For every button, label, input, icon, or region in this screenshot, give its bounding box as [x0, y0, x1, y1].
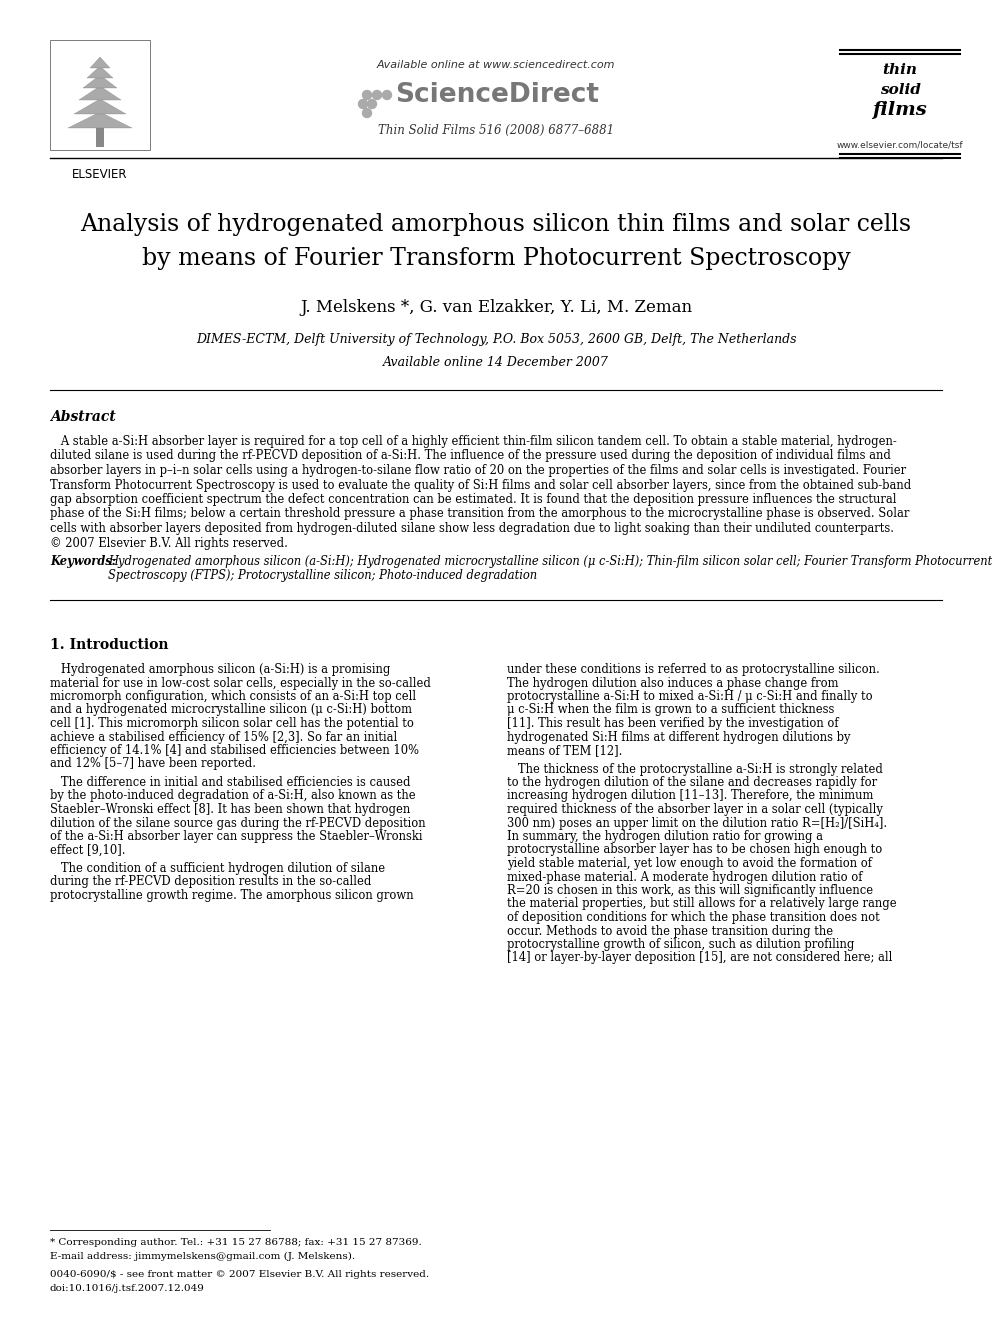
Text: Analysis of hydrogenated amorphous silicon thin films and solar cells: Analysis of hydrogenated amorphous silic… — [80, 213, 912, 237]
Text: Thin Solid Films 516 (2008) 6877–6881: Thin Solid Films 516 (2008) 6877–6881 — [378, 123, 614, 136]
Text: Hydrogenated amorphous silicon (a-Si:H); Hydrogenated microcrystalline silicon (: Hydrogenated amorphous silicon (a-Si:H);… — [108, 556, 992, 568]
Text: Transform Photocurrent Spectroscopy is used to evaluate the quality of Si:H film: Transform Photocurrent Spectroscopy is u… — [50, 479, 912, 492]
Text: gap absorption coefficient spectrum the defect concentration can be estimated. I: gap absorption coefficient spectrum the … — [50, 493, 897, 505]
Text: dilution of the silane source gas during the rf-PECVD deposition: dilution of the silane source gas during… — [50, 816, 426, 830]
Text: [14] or layer-by-layer deposition [15], are not considered here; all: [14] or layer-by-layer deposition [15], … — [507, 951, 893, 964]
Text: Available online at www.sciencedirect.com: Available online at www.sciencedirect.co… — [377, 60, 615, 70]
Bar — [96, 124, 104, 147]
Text: cells with absorber layers deposited from hydrogen-diluted silane show less degr: cells with absorber layers deposited fro… — [50, 523, 894, 534]
Text: diluted silane is used during the rf-PECVD deposition of a-Si:H. The influence o: diluted silane is used during the rf-PEC… — [50, 450, 891, 463]
Text: of deposition conditions for which the phase transition does not: of deposition conditions for which the p… — [507, 912, 880, 923]
Text: Abstract: Abstract — [50, 410, 116, 423]
Text: increasing hydrogen dilution [11–13]. Therefore, the minimum: increasing hydrogen dilution [11–13]. Th… — [507, 790, 873, 803]
Circle shape — [367, 99, 377, 108]
Text: by the photo-induced degradation of a-Si:H, also known as the: by the photo-induced degradation of a-Si… — [50, 790, 416, 803]
Circle shape — [383, 90, 392, 99]
Text: Staebler–Wronski effect [8]. It has been shown that hydrogen: Staebler–Wronski effect [8]. It has been… — [50, 803, 411, 816]
Polygon shape — [68, 112, 132, 128]
Text: and a hydrogenated microcrystalline silicon (μ c-Si:H) bottom: and a hydrogenated microcrystalline sili… — [50, 704, 412, 717]
Text: doi:10.1016/j.tsf.2007.12.049: doi:10.1016/j.tsf.2007.12.049 — [50, 1285, 205, 1293]
Text: efficiency of 14.1% [4] and stabilised efficiencies between 10%: efficiency of 14.1% [4] and stabilised e… — [50, 744, 419, 757]
Text: protocrystalline a-Si:H to mixed a-Si:H / μ c-Si:H and finally to: protocrystalline a-Si:H to mixed a-Si:H … — [507, 691, 873, 703]
Text: Spectroscopy (FTPS); Protocrystalline silicon; Photo-induced degradation: Spectroscopy (FTPS); Protocrystalline si… — [108, 569, 537, 582]
Text: of the a-Si:H absorber layer can suppress the Staebler–Wronski: of the a-Si:H absorber layer can suppres… — [50, 830, 423, 843]
Text: J. Melskens *, G. van Elzakker, Y. Li, M. Zeman: J. Melskens *, G. van Elzakker, Y. Li, M… — [300, 299, 692, 316]
Circle shape — [373, 90, 382, 99]
Polygon shape — [74, 99, 126, 114]
Text: 300 nm) poses an upper limit on the dilution ratio R=[H₂]/[SiH₄].: 300 nm) poses an upper limit on the dilu… — [507, 816, 887, 830]
Polygon shape — [83, 75, 117, 89]
Text: effect [9,10].: effect [9,10]. — [50, 844, 126, 856]
Text: protocrystalline absorber layer has to be chosen high enough to: protocrystalline absorber layer has to b… — [507, 844, 882, 856]
Text: DIMES-ECTM, Delft University of Technology, P.O. Box 5053, 2600 GB, Delft, The N: DIMES-ECTM, Delft University of Technolo… — [195, 333, 797, 347]
Text: cell [1]. This micromorph silicon solar cell has the potential to: cell [1]. This micromorph silicon solar … — [50, 717, 414, 730]
Text: protocrystalline growth of silicon, such as dilution profiling: protocrystalline growth of silicon, such… — [507, 938, 854, 951]
Text: ELSEVIER: ELSEVIER — [72, 168, 128, 181]
Text: μ c-Si:H when the film is grown to a sufficient thickness: μ c-Si:H when the film is grown to a suf… — [507, 704, 834, 717]
Text: thin: thin — [883, 64, 918, 77]
Text: and 12% [5–7] have been reported.: and 12% [5–7] have been reported. — [50, 758, 256, 770]
Text: under these conditions is referred to as protocrystalline silicon.: under these conditions is referred to as… — [507, 663, 880, 676]
Polygon shape — [79, 86, 121, 101]
Bar — [50, 40, 150, 149]
Text: Available online 14 December 2007: Available online 14 December 2007 — [383, 356, 609, 369]
Text: the material properties, but still allows for a relatively large range: the material properties, but still allow… — [507, 897, 897, 910]
Text: during the rf-PECVD deposition results in the so-called: during the rf-PECVD deposition results i… — [50, 876, 371, 889]
Text: [11]. This result has been verified by the investigation of: [11]. This result has been verified by t… — [507, 717, 838, 730]
Text: The difference in initial and stabilised efficiencies is caused: The difference in initial and stabilised… — [50, 777, 411, 789]
Text: required thickness of the absorber layer in a solar cell (typically: required thickness of the absorber layer… — [507, 803, 883, 816]
Text: E-mail address: jimmymelskens@gmail.com (J. Melskens).: E-mail address: jimmymelskens@gmail.com … — [50, 1252, 355, 1261]
Text: 1. Introduction: 1. Introduction — [50, 638, 169, 652]
Text: Keywords:: Keywords: — [50, 556, 116, 568]
Text: micromorph configuration, which consists of an a-Si:H top cell: micromorph configuration, which consists… — [50, 691, 416, 703]
Text: The hydrogen dilution also induces a phase change from: The hydrogen dilution also induces a pha… — [507, 676, 838, 689]
Text: phase of the Si:H films; below a certain threshold pressure a phase transition f: phase of the Si:H films; below a certain… — [50, 508, 910, 520]
Circle shape — [362, 90, 371, 99]
Text: ScienceDirect: ScienceDirect — [395, 82, 599, 108]
Circle shape — [362, 108, 371, 118]
Text: protocrystalline growth regime. The amorphous silicon grown: protocrystalline growth regime. The amor… — [50, 889, 414, 902]
Text: In summary, the hydrogen dilution ratio for growing a: In summary, the hydrogen dilution ratio … — [507, 830, 823, 843]
Text: occur. Methods to avoid the phase transition during the: occur. Methods to avoid the phase transi… — [507, 925, 833, 938]
Text: © 2007 Elsevier B.V. All rights reserved.: © 2007 Elsevier B.V. All rights reserved… — [50, 537, 288, 549]
Text: www.elsevier.com/locate/tsf: www.elsevier.com/locate/tsf — [836, 140, 963, 149]
Text: Hydrogenated amorphous silicon (a-Si:H) is a promising: Hydrogenated amorphous silicon (a-Si:H) … — [50, 663, 391, 676]
Text: The thickness of the protocrystalline a-Si:H is strongly related: The thickness of the protocrystalline a-… — [507, 762, 883, 775]
Text: A stable a-Si:H absorber layer is required for a top cell of a highly efficient : A stable a-Si:H absorber layer is requir… — [50, 435, 897, 448]
Text: 0040-6090/$ - see front matter © 2007 Elsevier B.V. All rights reserved.: 0040-6090/$ - see front matter © 2007 El… — [50, 1270, 430, 1279]
Circle shape — [358, 99, 367, 108]
Text: R=20 is chosen in this work, as this will significantly influence: R=20 is chosen in this work, as this wil… — [507, 884, 873, 897]
Text: to the hydrogen dilution of the silane and decreases rapidly for: to the hydrogen dilution of the silane a… — [507, 777, 877, 789]
Text: solid: solid — [880, 83, 921, 97]
Polygon shape — [87, 66, 113, 78]
Text: absorber layers in p–i–n solar cells using a hydrogen-to-silane flow ratio of 20: absorber layers in p–i–n solar cells usi… — [50, 464, 906, 478]
Text: yield stable material, yet low enough to avoid the formation of: yield stable material, yet low enough to… — [507, 857, 872, 871]
Text: means of TEM [12].: means of TEM [12]. — [507, 744, 622, 757]
Text: The condition of a sufficient hydrogen dilution of silane: The condition of a sufficient hydrogen d… — [50, 863, 385, 875]
Polygon shape — [90, 57, 110, 67]
Text: hydrogenated Si:H films at different hydrogen dilutions by: hydrogenated Si:H films at different hyd… — [507, 730, 850, 744]
Text: by means of Fourier Transform Photocurrent Spectroscopy: by means of Fourier Transform Photocurre… — [142, 246, 850, 270]
Text: material for use in low-cost solar cells, especially in the so-called: material for use in low-cost solar cells… — [50, 676, 431, 689]
Text: achieve a stabilised efficiency of 15% [2,3]. So far an initial: achieve a stabilised efficiency of 15% [… — [50, 730, 397, 744]
Text: films: films — [873, 101, 928, 119]
Text: mixed-phase material. A moderate hydrogen dilution ratio of: mixed-phase material. A moderate hydroge… — [507, 871, 862, 884]
Text: * Corresponding author. Tel.: +31 15 27 86788; fax: +31 15 27 87369.: * Corresponding author. Tel.: +31 15 27 … — [50, 1238, 422, 1248]
